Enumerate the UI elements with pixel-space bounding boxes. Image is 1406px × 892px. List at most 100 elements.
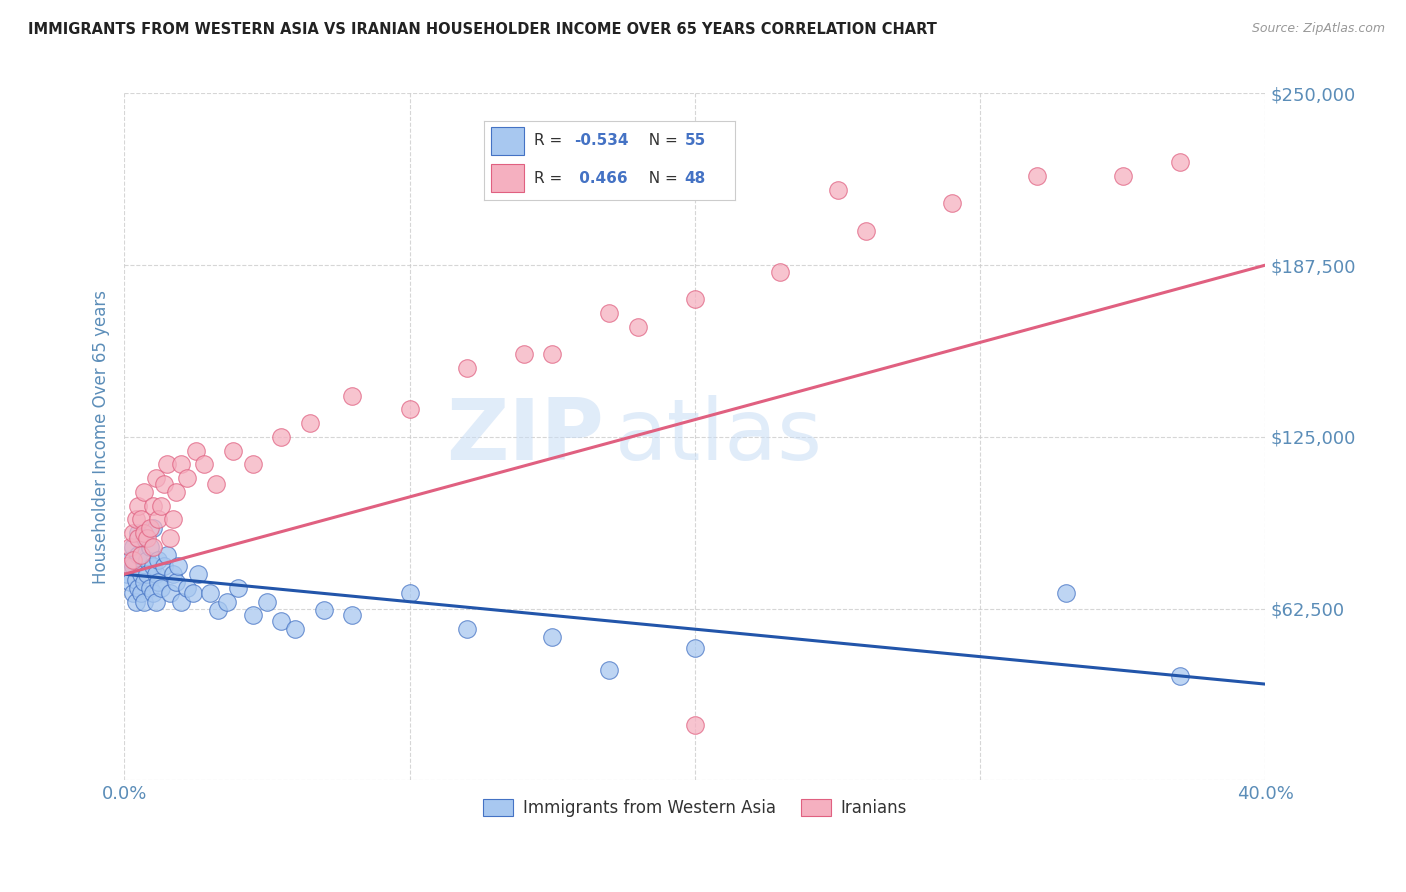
Point: [156, 548, 179, 562]
Point: [136, 532, 159, 546]
Point: [118, 540, 141, 554]
Point: [118, 553, 141, 567]
Point: [118, 575, 141, 590]
Point: [1168, 155, 1191, 169]
Point: [221, 443, 243, 458]
Point: [184, 443, 207, 458]
Point: [153, 559, 176, 574]
Point: [131, 548, 153, 562]
Point: [512, 347, 534, 361]
Point: [598, 664, 620, 678]
Point: [193, 458, 215, 472]
Point: [398, 402, 420, 417]
Point: [769, 265, 792, 279]
Point: [121, 553, 143, 567]
Text: Source: ZipAtlas.com: Source: ZipAtlas.com: [1251, 22, 1385, 36]
Point: [131, 567, 153, 582]
Point: [124, 595, 146, 609]
Point: [598, 306, 620, 320]
Point: [683, 293, 706, 307]
Point: [683, 718, 706, 732]
Point: [242, 458, 264, 472]
Text: ZIP: ZIP: [446, 395, 603, 478]
Y-axis label: Householder Income Over 65 years: Householder Income Over 65 years: [93, 290, 110, 584]
Point: [342, 389, 364, 403]
Point: [145, 471, 167, 485]
Point: [270, 614, 292, 628]
Point: [142, 559, 165, 574]
Point: [456, 361, 478, 376]
Point: [215, 595, 238, 609]
Point: [1112, 169, 1135, 183]
Point: [176, 581, 198, 595]
Point: [127, 581, 149, 595]
Point: [139, 540, 162, 554]
Point: [456, 622, 478, 636]
Point: [134, 595, 156, 609]
Point: [627, 320, 650, 334]
Point: [127, 526, 149, 541]
Point: [142, 520, 165, 534]
Point: [1168, 669, 1191, 683]
Point: [148, 512, 170, 526]
Point: [176, 471, 198, 485]
Point: [855, 224, 877, 238]
Point: [115, 559, 138, 574]
Point: [148, 575, 170, 590]
Point: [541, 347, 564, 361]
Point: [136, 553, 159, 567]
Point: [170, 458, 193, 472]
Point: [170, 595, 193, 609]
Point: [162, 512, 184, 526]
Point: [1026, 169, 1049, 183]
Point: [134, 484, 156, 499]
Point: [228, 581, 250, 595]
Point: [156, 458, 179, 472]
Point: [159, 586, 181, 600]
Point: [127, 499, 149, 513]
Point: [270, 430, 292, 444]
Point: [165, 575, 187, 590]
Point: [541, 631, 564, 645]
Point: [127, 548, 149, 562]
Point: [187, 567, 209, 582]
Point: [142, 540, 165, 554]
Point: [298, 416, 321, 430]
Point: [127, 532, 149, 546]
Point: [134, 526, 156, 541]
Point: [131, 512, 153, 526]
Point: [121, 540, 143, 554]
Point: [167, 559, 190, 574]
Point: [165, 484, 187, 499]
Point: [204, 476, 226, 491]
Point: [1054, 586, 1077, 600]
Point: [162, 567, 184, 582]
Point: [142, 586, 165, 600]
Point: [242, 608, 264, 623]
Point: [121, 559, 143, 574]
Point: [159, 532, 181, 546]
Text: IMMIGRANTS FROM WESTERN ASIA VS IRANIAN HOUSEHOLDER INCOME OVER 65 YEARS CORRELA: IMMIGRANTS FROM WESTERN ASIA VS IRANIAN …: [28, 22, 936, 37]
Point: [124, 512, 146, 526]
Point: [148, 553, 170, 567]
Point: [150, 581, 173, 595]
Point: [153, 476, 176, 491]
Text: atlas: atlas: [614, 395, 823, 478]
Point: [142, 499, 165, 513]
Legend: Immigrants from Western Asia, Iranians: Immigrants from Western Asia, Iranians: [477, 792, 914, 823]
Point: [284, 622, 307, 636]
Point: [134, 532, 156, 546]
Point: [181, 586, 204, 600]
Point: [134, 575, 156, 590]
Point: [136, 567, 159, 582]
Point: [827, 182, 849, 196]
Point: [121, 586, 143, 600]
Point: [145, 567, 167, 582]
Point: [121, 526, 143, 541]
Point: [398, 586, 420, 600]
Point: [683, 641, 706, 656]
Point: [124, 573, 146, 587]
Point: [256, 595, 278, 609]
Point: [150, 499, 173, 513]
Point: [139, 520, 162, 534]
